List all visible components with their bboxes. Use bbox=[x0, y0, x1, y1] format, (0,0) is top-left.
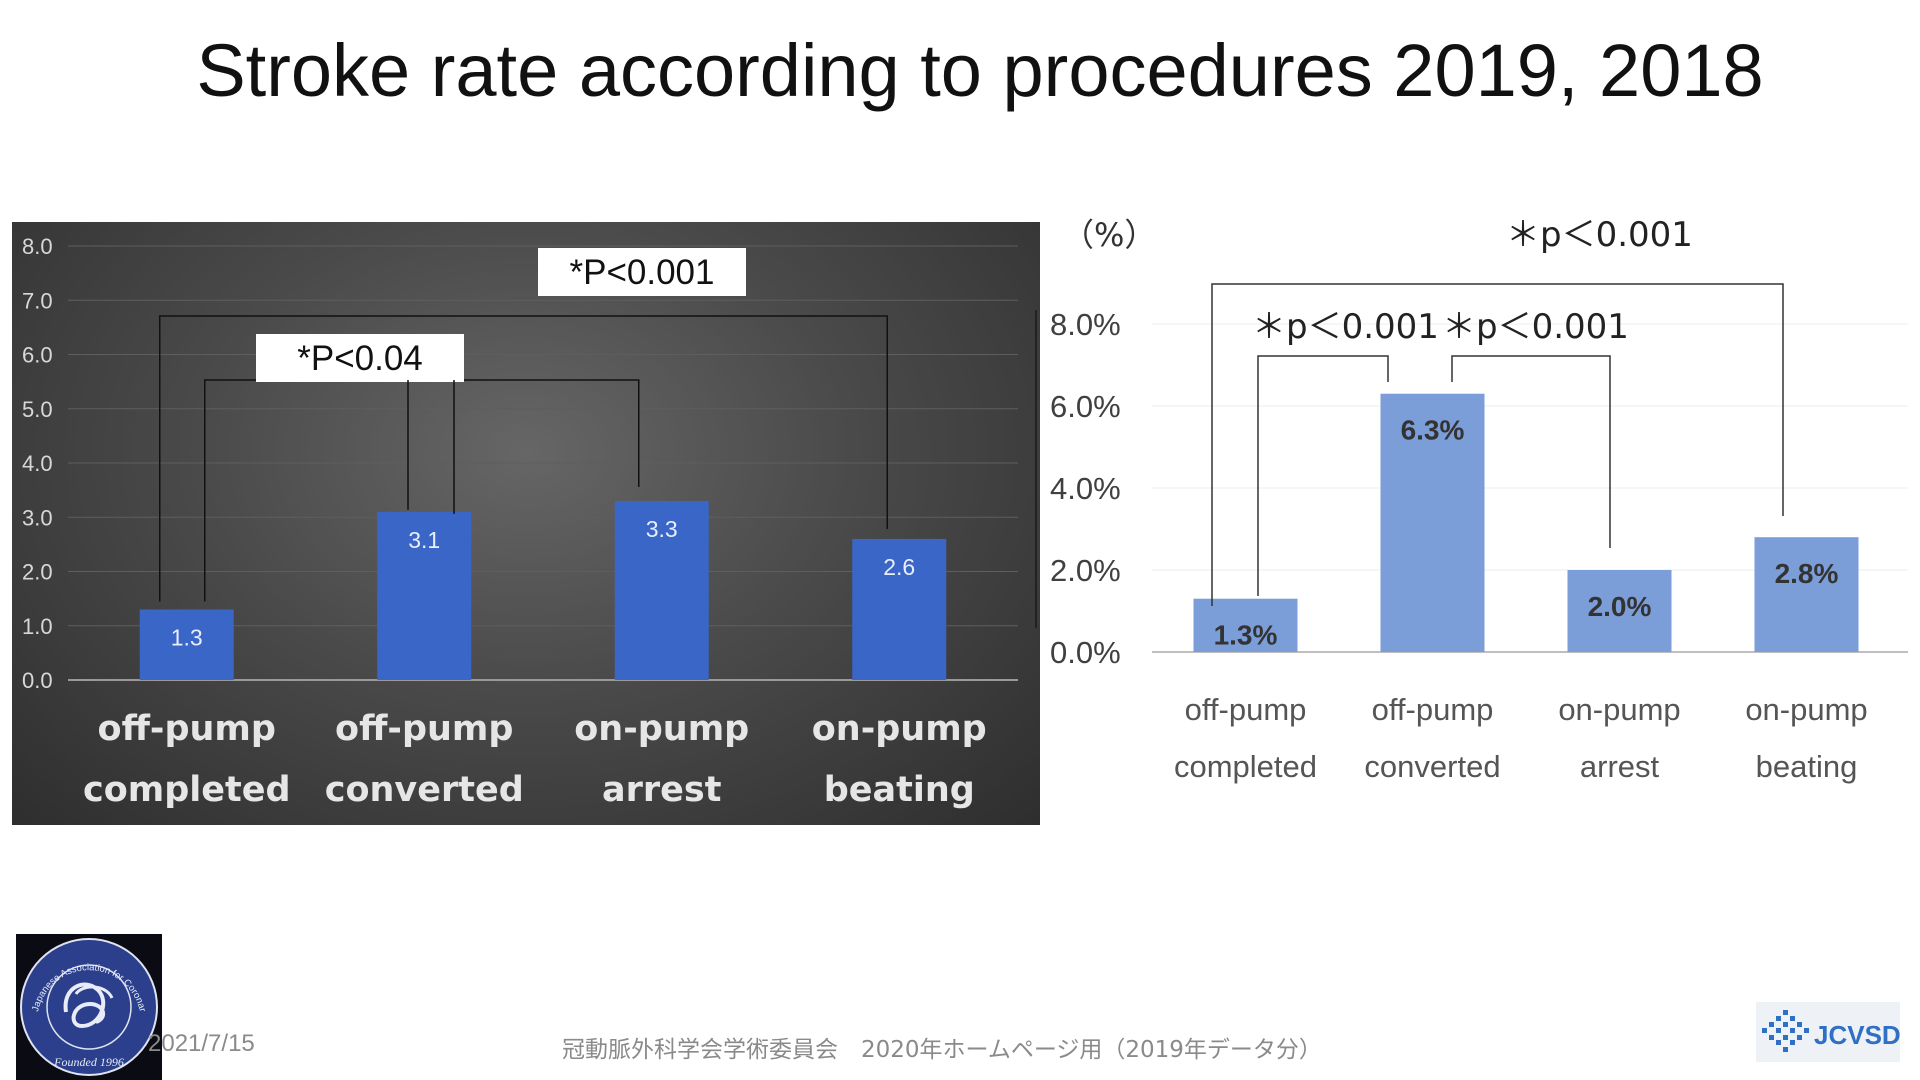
significance-bracket bbox=[1257, 355, 1389, 596]
y-tick-label: 8.0 bbox=[22, 234, 53, 259]
y-tick-label: 8.0% bbox=[1050, 307, 1121, 342]
significance-label: *P<0.04 bbox=[297, 339, 423, 378]
y-tick-label: 2.0 bbox=[22, 560, 53, 585]
category-label: completed bbox=[83, 770, 291, 810]
dot-heart-icon bbox=[1762, 1010, 1809, 1052]
significance-bracket bbox=[1211, 283, 1784, 606]
category-label: completed bbox=[1174, 749, 1317, 784]
y-tick-label: 6.0 bbox=[22, 343, 53, 368]
y-tick-label: 2.0% bbox=[1050, 553, 1121, 588]
significance-label: *P<0.001 bbox=[570, 253, 715, 292]
y-tick-label: 1.0 bbox=[22, 614, 53, 639]
chart-2019-svg: 0.0 1.0 2.0 3.0 4.0 5.0 6.0 7.0 8.0 1.3 off-pump co… bbox=[22, 234, 1018, 810]
category-label: off-pump bbox=[335, 709, 513, 749]
jcvsd-logo: JCVSD bbox=[1756, 1002, 1900, 1062]
category-label: beating bbox=[824, 770, 975, 810]
jcvsd-logo-graphic: JCVSD bbox=[1762, 1010, 1900, 1052]
category-label: on-pump bbox=[1745, 692, 1867, 727]
jcvsd-text: JCVSD bbox=[1814, 1020, 1900, 1050]
jacas-seal-logo: Japanese Association for Coronary Artery… bbox=[16, 934, 162, 1080]
category-label: off-pump bbox=[98, 709, 276, 749]
y-tick-label: 3.0 bbox=[22, 505, 53, 530]
y-tick-label: 0.0% bbox=[1050, 635, 1121, 670]
data-label: 2.6 bbox=[883, 554, 915, 580]
annotation-box bbox=[256, 334, 464, 382]
category-label: converted bbox=[325, 770, 524, 810]
category-label: on-pump bbox=[1558, 692, 1680, 727]
slide-title: Stroke rate according to procedures 2019… bbox=[196, 29, 1764, 112]
significance-bracket bbox=[1451, 355, 1611, 548]
y-tick-label: 5.0 bbox=[22, 397, 53, 422]
bar bbox=[139, 609, 234, 680]
data-label: 3.3 bbox=[646, 516, 678, 542]
y-tick-label: 0.0 bbox=[22, 668, 53, 693]
category-label: off-pump bbox=[1185, 692, 1307, 727]
data-label: 1.3 bbox=[171, 624, 203, 650]
seal-text-bottom: Founded 1996 bbox=[53, 1055, 124, 1069]
seal-logo-graphic: Japanese Association for Coronary Artery… bbox=[16, 934, 158, 1076]
footer-date: 2021/7/15 bbox=[148, 1030, 255, 1057]
y-tick-label: 6.0% bbox=[1050, 389, 1121, 424]
y-tick-label: 4.0% bbox=[1050, 471, 1121, 506]
bar bbox=[1380, 393, 1485, 652]
significance-label: ＊p＜0.001 bbox=[1252, 307, 1439, 347]
significance-label: ＊p＜0.001 bbox=[1506, 215, 1693, 255]
category-label: on-pump bbox=[812, 709, 987, 749]
data-label: 1.3% bbox=[1214, 620, 1278, 651]
category-label: converted bbox=[1364, 749, 1500, 784]
bar bbox=[614, 500, 709, 680]
bar bbox=[1567, 570, 1672, 652]
category-label: arrest bbox=[1580, 749, 1660, 784]
footer-center-text: 冠動脈外科学会学術委員会 2020年ホームページ用（2019年データ分） bbox=[562, 1037, 1322, 1063]
significance-label: ＊p＜0.001 bbox=[1442, 307, 1629, 347]
y-tick-label: 7.0 bbox=[22, 288, 53, 313]
bar bbox=[1193, 598, 1298, 652]
unit-label: （%） bbox=[1062, 216, 1156, 254]
bar bbox=[852, 538, 947, 680]
data-label: 3.1 bbox=[408, 527, 440, 553]
category-label: beating bbox=[1756, 749, 1858, 784]
data-label: 2.0% bbox=[1588, 591, 1652, 622]
bar bbox=[1754, 537, 1859, 652]
category-label: arrest bbox=[602, 770, 721, 810]
data-label: 2.8% bbox=[1775, 558, 1839, 589]
significance-bracket bbox=[159, 315, 888, 602]
annotation-box bbox=[538, 248, 746, 296]
bar bbox=[377, 511, 472, 680]
chart-2019: 0.0 1.0 2.0 3.0 4.0 5.0 6.0 7.0 8.0 1.3 off-pump co… bbox=[12, 222, 1040, 825]
y-tick-label: 4.0 bbox=[22, 451, 53, 476]
data-label: 6.3% bbox=[1401, 415, 1465, 446]
chart-2018: （%） 0.0% 2.0% 4.0% 6.0% 8.0% 1.3% off-pump compl… bbox=[1035, 210, 1920, 810]
category-label: on-pump bbox=[574, 709, 749, 749]
chart-2018-svg: （%） 0.0% 2.0% 4.0% 6.0% 8.0% 1.3% off-pump compl… bbox=[1035, 215, 1908, 784]
category-label: off-pump bbox=[1372, 692, 1494, 727]
